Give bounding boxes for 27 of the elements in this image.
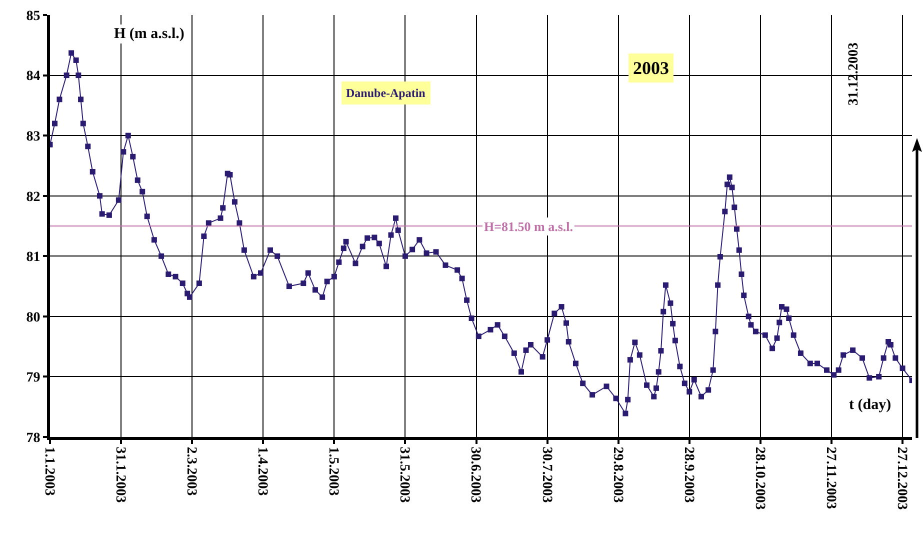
x-tick-label: 31.1.2003 [112, 446, 128, 503]
x-tick-label: 29.8.2003 [610, 446, 625, 503]
annotation: 31.12.2003 [846, 42, 862, 106]
x-tick-label: 31.5.2003 [396, 446, 412, 503]
x-tick-label: 1.4.2003 [254, 446, 270, 496]
x-tick-label: 28.10.2003 [752, 446, 767, 510]
x-tick-label: 30.7.2003 [538, 446, 554, 503]
x-tick-label: 1.1.2003 [41, 446, 56, 496]
y-tick-label: 80 [26, 310, 40, 326]
y-tick-label: 85 [26, 8, 40, 24]
y-axis-title: H (m a.s.l.) [114, 26, 184, 42]
y-tick-label: 78 [26, 430, 40, 446]
y-tick-label: 83 [26, 129, 40, 144]
x-axis-title: t (day) [849, 397, 892, 413]
y-tick-label: 82 [26, 190, 40, 205]
ref-line-label: H=81.50 m a.s.l. [484, 219, 574, 234]
x-tick-label: 1.5.2003 [326, 446, 341, 496]
x-tick-label: 2.3.2003 [184, 446, 199, 496]
y-tick-label: 79 [26, 370, 40, 386]
x-tick-label: 28.9.2003 [680, 446, 696, 503]
x-tick-label: 30.6.2003 [468, 446, 483, 503]
x-tick-label: 27.12.2003 [894, 446, 909, 510]
y-tick-label: 84 [26, 69, 40, 84]
y-tick-label: 81 [26, 250, 40, 266]
annotation: 2003 [633, 58, 669, 78]
x-tick-label: 27.11.2003 [822, 446, 838, 510]
annotation: Danube-Apatin [346, 86, 426, 100]
